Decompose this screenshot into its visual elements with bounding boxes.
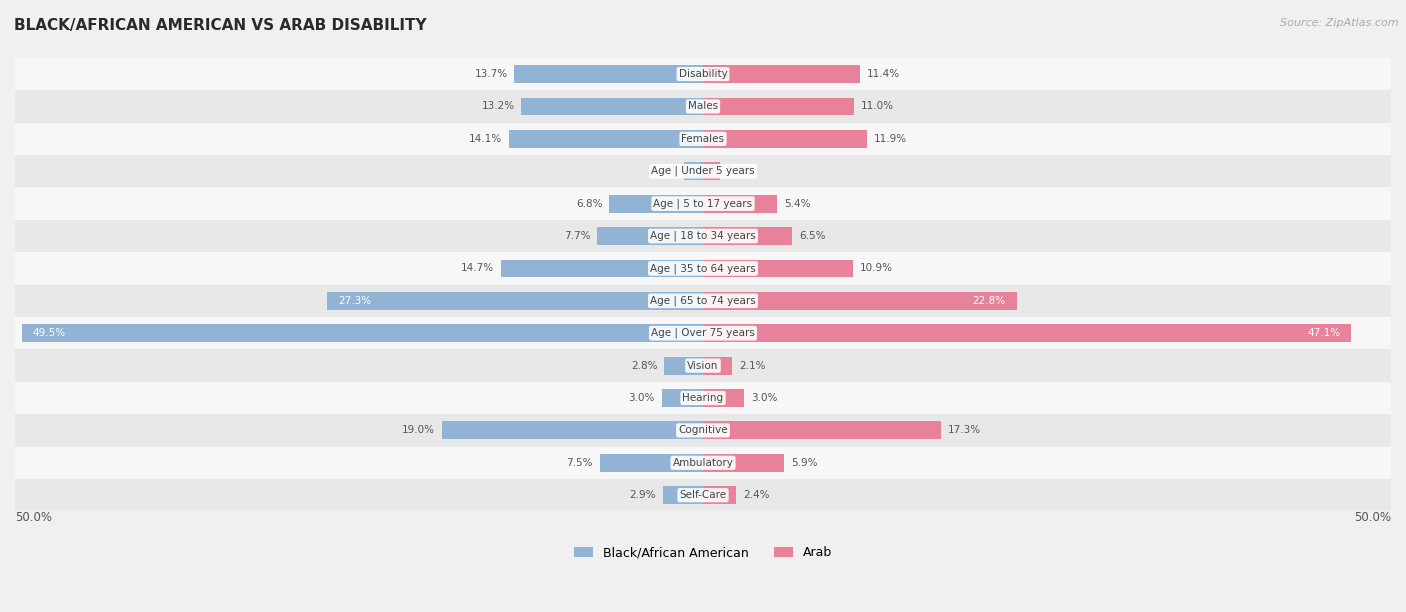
Bar [703,195,778,212]
Text: Males: Males [688,102,718,111]
Bar [703,292,1017,310]
Text: 1.2%: 1.2% [727,166,752,176]
Text: 6.8%: 6.8% [576,199,603,209]
Bar [703,65,860,83]
Bar [328,292,703,310]
Bar [703,162,720,180]
Bar [703,389,744,407]
Text: 50.0%: 50.0% [1354,512,1391,524]
Text: 2.4%: 2.4% [742,490,769,500]
Text: 13.2%: 13.2% [481,102,515,111]
Bar [522,97,703,115]
Bar [664,487,703,504]
Bar [703,227,793,245]
Text: 27.3%: 27.3% [339,296,371,306]
Text: Age | 35 to 64 years: Age | 35 to 64 years [650,263,756,274]
Text: Age | 5 to 17 years: Age | 5 to 17 years [654,198,752,209]
Text: Females: Females [682,134,724,144]
Text: 5.4%: 5.4% [785,199,811,209]
Bar [15,447,1391,479]
Bar [15,187,1391,220]
Text: 14.1%: 14.1% [470,134,502,144]
Bar [15,382,1391,414]
Text: 11.9%: 11.9% [873,134,907,144]
Bar [703,487,735,504]
Bar [15,349,1391,382]
Bar [15,252,1391,285]
Text: 3.0%: 3.0% [751,393,778,403]
Bar [683,162,703,180]
Text: 13.7%: 13.7% [474,69,508,79]
Bar [22,324,703,342]
Text: Age | Under 5 years: Age | Under 5 years [651,166,755,176]
Bar [703,130,866,147]
Bar [703,422,941,439]
Bar [15,90,1391,122]
Text: 49.5%: 49.5% [32,328,66,338]
Text: 1.4%: 1.4% [651,166,676,176]
Bar [441,422,703,439]
Bar [600,454,703,472]
Bar [515,65,703,83]
Text: Self-Care: Self-Care [679,490,727,500]
Text: 11.4%: 11.4% [866,69,900,79]
Text: Source: ZipAtlas.com: Source: ZipAtlas.com [1281,18,1399,28]
Text: 6.5%: 6.5% [800,231,825,241]
Text: 47.1%: 47.1% [1308,328,1340,338]
Text: 14.7%: 14.7% [461,263,494,274]
Text: Disability: Disability [679,69,727,79]
Text: 10.9%: 10.9% [860,263,893,274]
Text: Age | 65 to 74 years: Age | 65 to 74 years [650,296,756,306]
Legend: Black/African American, Arab: Black/African American, Arab [569,541,837,564]
Text: 2.1%: 2.1% [738,360,765,371]
Bar [665,357,703,375]
Bar [15,122,1391,155]
Bar [703,324,1351,342]
Bar [15,155,1391,187]
Text: Cognitive: Cognitive [678,425,728,435]
Bar [703,454,785,472]
Text: BLACK/AFRICAN AMERICAN VS ARAB DISABILITY: BLACK/AFRICAN AMERICAN VS ARAB DISABILIT… [14,18,426,34]
Bar [15,285,1391,317]
Text: 50.0%: 50.0% [15,512,52,524]
Text: Age | 18 to 34 years: Age | 18 to 34 years [650,231,756,241]
Text: 2.9%: 2.9% [630,490,657,500]
Text: Hearing: Hearing [682,393,724,403]
Text: 2.8%: 2.8% [631,360,658,371]
Text: 11.0%: 11.0% [862,102,894,111]
Text: 7.7%: 7.7% [564,231,591,241]
Bar [703,97,855,115]
Text: 22.8%: 22.8% [973,296,1005,306]
Bar [501,259,703,277]
Text: 3.0%: 3.0% [628,393,655,403]
Text: Age | Over 75 years: Age | Over 75 years [651,328,755,338]
Text: 17.3%: 17.3% [948,425,981,435]
Bar [15,58,1391,90]
Bar [15,414,1391,447]
Text: 19.0%: 19.0% [402,425,434,435]
Bar [15,479,1391,512]
Bar [703,357,733,375]
Bar [662,389,703,407]
Bar [15,220,1391,252]
Bar [609,195,703,212]
Text: 7.5%: 7.5% [567,458,593,468]
Text: 5.9%: 5.9% [792,458,817,468]
Bar [598,227,703,245]
Text: Vision: Vision [688,360,718,371]
Text: Ambulatory: Ambulatory [672,458,734,468]
Bar [15,317,1391,349]
Bar [703,259,853,277]
Bar [509,130,703,147]
